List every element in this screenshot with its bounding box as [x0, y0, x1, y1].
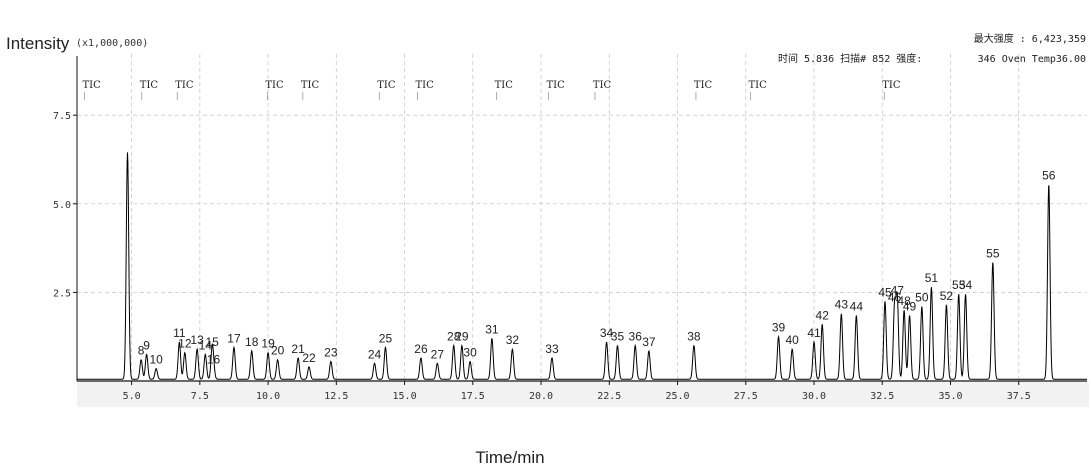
- peak-label: 24: [368, 347, 382, 361]
- y-axis-title: Intensity: [6, 34, 70, 53]
- y-tick-label: 2.5: [53, 288, 71, 299]
- tic-markers: TIC TIC TIC TIC TIC TIC TIC TIC TIC TIC TIC TIC TIC: [82, 80, 901, 100]
- peak-label: 19: [261, 337, 275, 351]
- peak-label: 12: [178, 337, 192, 351]
- peak-label: 37: [642, 335, 656, 349]
- peak-label: 50: [915, 291, 929, 305]
- peak-label: 18: [245, 335, 259, 349]
- peak-label: 10: [149, 353, 163, 367]
- x-tick-label: 25.0: [665, 391, 689, 402]
- peak-label: 8: [138, 344, 145, 358]
- peak-label: 29: [455, 330, 469, 344]
- tic-marker: TIC: [547, 80, 566, 91]
- peak-label: 28: [447, 330, 461, 344]
- x-tick-label: 20.0: [529, 391, 553, 402]
- tic-marker: TIC: [593, 80, 612, 91]
- peak-label: 23: [324, 346, 338, 360]
- peak-label: 40: [786, 333, 800, 347]
- x-tick-label: 32.5: [870, 391, 894, 402]
- peak-label: 39: [772, 321, 786, 335]
- peak-label: 14: [199, 338, 213, 352]
- tic-marker: TIC: [175, 80, 194, 91]
- peak-label: 21: [291, 342, 305, 356]
- tic-marker: TIC: [415, 80, 434, 91]
- peak-label: 55: [986, 246, 1000, 260]
- peak-label: 56: [1042, 168, 1056, 182]
- peak-label: 9: [143, 338, 150, 352]
- plot-background-gray: [77, 382, 1089, 407]
- tic-marker: TIC: [82, 80, 101, 91]
- y-tick-label: 5.0: [53, 200, 71, 211]
- y-axis-multiplier: (x1,000,000): [76, 38, 148, 49]
- peak-label: 52: [940, 289, 954, 303]
- peak-label: 38: [687, 330, 701, 344]
- tic-marker: TIC: [140, 80, 159, 91]
- x-tick-label: 7.5: [191, 391, 209, 402]
- x-tick-label: 12.5: [324, 391, 348, 402]
- peak-label: 15: [205, 335, 219, 349]
- peak-label: 13: [190, 333, 204, 347]
- peak-label: 41: [807, 326, 821, 340]
- peak-label: 46: [888, 291, 902, 305]
- x-axis-ticks: 5.0 7.5 10.0 12.5 15.0 17.5 20.0 22.5 25.0 27.5 30…: [123, 381, 1031, 402]
- tic-marker: TIC: [301, 80, 320, 91]
- peak-label: 45: [878, 285, 892, 299]
- peak-label: 26: [414, 342, 428, 356]
- peak-label: 35: [611, 330, 625, 344]
- y-tick-label: 7.5: [53, 111, 71, 122]
- peak-label: 36: [629, 330, 643, 344]
- peak-label: 53: [952, 278, 966, 292]
- peak-label: 11: [173, 326, 186, 340]
- x-tick-label: 10.0: [256, 391, 280, 402]
- grid-lines: [77, 54, 1087, 381]
- peak-label: 42: [816, 308, 830, 322]
- x-tick-label: 27.5: [734, 391, 758, 402]
- peak-label: 33: [545, 342, 559, 356]
- peak-label: 51: [925, 271, 939, 285]
- peak-label: 16: [207, 353, 221, 367]
- tic-marker: TIC: [377, 80, 396, 91]
- tic-marker: TIC: [749, 80, 768, 91]
- oven-temp-readout: 346 Oven Temp36.00: [978, 54, 1086, 65]
- chromatogram-trace: [77, 152, 1087, 380]
- peak-label: 49: [903, 299, 917, 313]
- x-tick-label: 15.0: [393, 391, 417, 402]
- tic-marker: TIC: [694, 80, 713, 91]
- peak-label: 20: [271, 344, 285, 358]
- peak-label: 32: [506, 333, 520, 347]
- peak-label: 25: [379, 331, 393, 345]
- x-tick-label: 17.5: [461, 391, 485, 402]
- peak-label: 17: [227, 331, 241, 345]
- x-axis-title: Time/min: [475, 448, 544, 467]
- peak-label: 43: [835, 298, 849, 312]
- peak-label: 48: [897, 294, 911, 308]
- x-tick-label: 35.0: [938, 391, 962, 402]
- peak-label: 27: [431, 347, 445, 361]
- x-tick-label: 5.0: [123, 391, 141, 402]
- tic-trace-line: [77, 152, 1087, 380]
- peak-label: 30: [463, 346, 477, 360]
- max-intensity-readout: 最大强度 : 6,423,359: [974, 32, 1086, 45]
- peak-label: 22: [302, 351, 316, 365]
- x-tick-label: 37.5: [1007, 391, 1031, 402]
- tic-marker: TIC: [495, 80, 514, 91]
- plot-area: [77, 56, 1089, 382]
- peak-label: 34: [600, 326, 614, 340]
- peak-label: 47: [891, 283, 905, 297]
- peak-label: 31: [485, 322, 499, 336]
- peak-label: 54: [959, 278, 973, 292]
- tic-marker: TIC: [265, 80, 284, 91]
- x-tick-label: 22.5: [597, 391, 621, 402]
- tic-marker: TIC: [882, 80, 901, 91]
- peak-label: 44: [850, 299, 864, 313]
- time-scan-readout: 时间 5.836 扫描# 852 强度:: [778, 52, 922, 65]
- x-tick-label: 30.0: [802, 391, 826, 402]
- y-axis-ticks: 2.5 5.0 7.5: [53, 111, 77, 299]
